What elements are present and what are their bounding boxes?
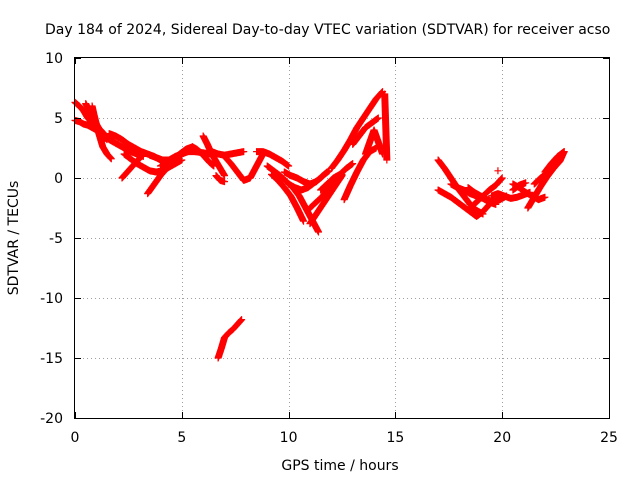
data-point-markers — [381, 90, 391, 164]
series-track-11 — [188, 143, 218, 170]
data-point-markers — [509, 179, 530, 194]
series-track-8 — [144, 167, 169, 198]
series-track-26 — [349, 114, 382, 148]
x-tick-label: 25 — [600, 430, 618, 446]
y-tick-label: -10 — [40, 291, 63, 307]
series-track-16 — [253, 148, 293, 170]
data-point-markers — [82, 100, 111, 144]
data-point-markers — [221, 150, 267, 184]
y-axis-label: SDTVAR / TECUs — [6, 181, 22, 296]
series-track-4 — [82, 100, 111, 144]
data-point-markers — [327, 88, 387, 172]
data-point-markers — [541, 148, 568, 176]
series-track-41 — [494, 167, 502, 175]
data-point-markers — [188, 143, 218, 170]
data-point-markers — [212, 172, 229, 186]
data-point-markers — [317, 160, 357, 194]
data-point-markers — [306, 172, 346, 228]
data-point-markers — [144, 167, 169, 198]
series-track-39 — [541, 148, 568, 176]
series-track-22 — [306, 172, 346, 228]
data-point-markers — [285, 168, 331, 194]
x-tick-label: 15 — [386, 430, 404, 446]
series-track-31 — [434, 186, 493, 220]
data-point-markers — [361, 126, 387, 158]
series-track-27 — [361, 126, 387, 158]
series-track-25 — [340, 144, 380, 204]
y-tick-label: -15 — [40, 351, 63, 367]
x-tick-label: 5 — [177, 430, 186, 446]
plot-frame — [74, 57, 610, 419]
data-point-markers — [349, 114, 382, 148]
data-point-markers — [118, 150, 147, 182]
grid-lines — [75, 58, 609, 418]
data-point-markers — [466, 174, 506, 212]
chart-title: Day 184 of 2024, Sidereal Day-to-day VTE… — [45, 22, 610, 38]
series-track-18 — [268, 170, 308, 225]
series-track-28 — [381, 90, 391, 164]
data-point-markers — [340, 144, 380, 204]
series-track-20 — [285, 168, 331, 194]
y-tick-label: 5 — [54, 111, 63, 127]
series-track-24 — [327, 88, 387, 172]
y-tick-label: 0 — [54, 171, 63, 187]
y-tick-label: -5 — [49, 231, 63, 247]
series-track-29 — [214, 316, 246, 362]
data-point-markers — [214, 316, 246, 362]
data-point-markers — [434, 186, 493, 220]
series-track-34 — [466, 174, 506, 212]
series-track-15 — [212, 172, 229, 186]
x-tick-labels: 0 5 10 15 20 25 — [71, 430, 618, 446]
y-tick-label: -20 — [40, 411, 63, 427]
axis-ticks — [75, 58, 610, 419]
data-point-markers — [268, 170, 308, 225]
data-point-markers — [494, 167, 502, 175]
series-track-14 — [221, 150, 267, 184]
x-tick-label: 20 — [493, 430, 511, 446]
data-points — [71, 88, 568, 362]
y-tick-labels: -20 -15 -10 -5 0 5 10 — [40, 51, 63, 427]
y-tick-label: 10 — [45, 51, 63, 67]
series-track-7 — [118, 150, 147, 182]
x-axis-label: GPS time / hours — [281, 458, 398, 474]
series-track-10 — [156, 143, 196, 170]
data-point-markers — [156, 143, 196, 170]
x-tick-label: 10 — [280, 430, 298, 446]
data-point-markers — [253, 148, 293, 170]
series-track-23 — [317, 160, 357, 194]
x-tick-label: 0 — [71, 430, 80, 446]
series-track-40 — [509, 179, 530, 194]
